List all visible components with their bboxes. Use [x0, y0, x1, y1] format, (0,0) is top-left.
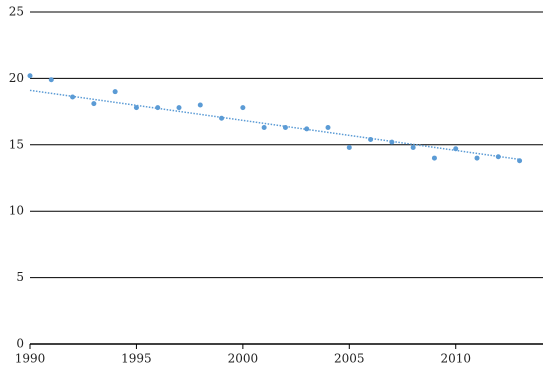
point [261, 125, 267, 131]
point [48, 77, 54, 83]
point [70, 94, 76, 100]
point [304, 126, 310, 132]
y-tick-label: 5 [16, 270, 24, 284]
x-tick-label: 2000 [228, 352, 259, 366]
point [155, 105, 161, 111]
point [453, 146, 459, 152]
point [517, 158, 523, 164]
point [27, 73, 33, 79]
point [495, 154, 501, 160]
x-tick-label: 1995 [121, 352, 152, 366]
y-tick-label: 0 [16, 337, 24, 351]
point [389, 139, 395, 145]
y-tick-label: 10 [9, 204, 24, 218]
x-tick-label: 2010 [440, 352, 471, 366]
trendline [29, 89, 520, 161]
point [133, 105, 139, 111]
point [325, 125, 331, 131]
point [282, 125, 288, 131]
x-tick-label: 2005 [334, 352, 365, 366]
point [368, 136, 374, 142]
point [219, 115, 225, 121]
y-tick-label: 15 [9, 137, 24, 151]
point [176, 105, 182, 111]
point [197, 102, 203, 108]
point [240, 105, 246, 111]
point [346, 144, 352, 150]
y-tick-label: 20 [9, 71, 24, 85]
point [474, 155, 480, 161]
point [112, 89, 118, 95]
point [91, 101, 97, 107]
point [431, 155, 437, 161]
y-tick-label: 25 [9, 5, 24, 19]
point [410, 144, 416, 150]
x-tick-label: 1990 [15, 352, 46, 366]
